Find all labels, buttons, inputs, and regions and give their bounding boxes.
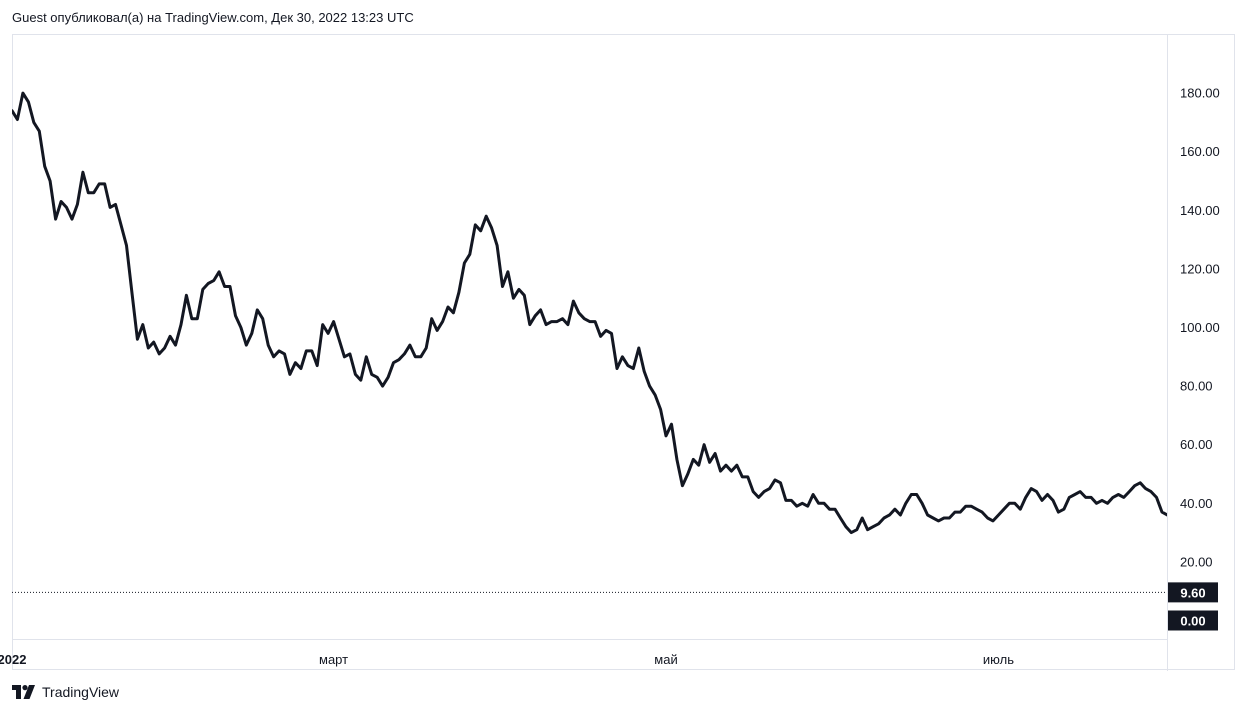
y-tick-label: 160.00: [1180, 144, 1220, 159]
zero-badge: [1168, 610, 1218, 631]
logo-text: TradingView: [42, 684, 120, 700]
y-tick-label: 20.00: [1180, 554, 1213, 569]
y-tick-label: 140.00: [1180, 203, 1220, 218]
zero-label: 0.00: [1180, 614, 1205, 629]
y-tick-label: 100.00: [1180, 320, 1220, 335]
y-tick-label: 60.00: [1180, 437, 1213, 452]
chart-frame: [12, 34, 1235, 670]
x-tick-label: март: [319, 652, 348, 667]
x-tick-label: июль: [983, 652, 1014, 667]
y-tick-label: 120.00: [1180, 261, 1220, 276]
y-tick-label: 180.00: [1180, 86, 1220, 101]
price-line: [12, 91, 1167, 535]
x-tick-label: 2022: [0, 652, 26, 667]
y-tick-label: 40.00: [1180, 496, 1213, 511]
tradingview-logo[interactable]: TradingView: [12, 684, 119, 700]
x-tick-label: май: [654, 652, 677, 667]
y-tick-label: 80.00: [1180, 379, 1213, 394]
last-price-badge: [1168, 582, 1218, 603]
tradingview-logo-icon: [12, 685, 35, 699]
last-price-label: 9.60: [1180, 585, 1205, 600]
publish-info: Guest опубликовал(а) на TradingView.com,…: [12, 10, 414, 25]
